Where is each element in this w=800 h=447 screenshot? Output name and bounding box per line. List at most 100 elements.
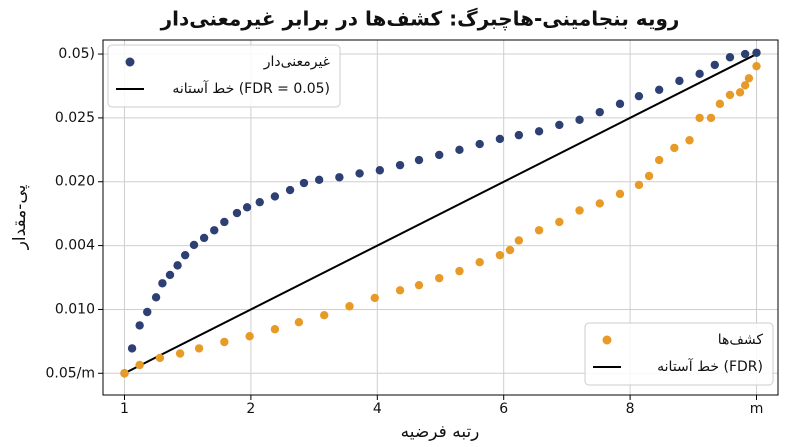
data-point [505,245,515,255]
data-point [232,208,242,218]
x-tick-label: 6 [499,401,508,417]
data-point [670,143,679,153]
data-point [151,293,161,302]
data-point [685,136,694,145]
data-point [395,160,405,170]
data-point [165,270,175,280]
y-tick-label: 0.004 [55,238,95,254]
data-point [514,130,524,140]
data-point [740,49,750,59]
plot-frame [102,39,779,396]
data-point [725,90,735,100]
data-point [158,279,167,288]
data-point [595,107,604,117]
data-point [245,332,254,341]
data-point [173,261,182,270]
data-point [189,240,199,250]
data-point [414,280,424,290]
legend-marker [125,57,135,67]
data-point [120,369,129,378]
data-point [534,226,544,235]
data-point [375,166,385,175]
data-point [740,81,750,90]
data-point [175,349,185,358]
data-point [299,178,309,188]
data-point [555,217,564,227]
data-point [270,192,280,201]
data-point [534,127,544,136]
chart-title: رویه بنجامینی-هاچبرگ: کشف‌ها در برابر غی… [160,7,680,32]
data-point [514,236,524,245]
legend-label: خط آستانه (FDR) [657,358,763,375]
data-point [475,139,484,149]
legend-box [584,322,774,386]
data-point [355,169,364,178]
data-point [575,115,584,125]
data-point [135,360,144,370]
data-point [155,353,165,363]
data-point [634,91,644,101]
data-point [370,293,379,303]
y-tick-label: 0.05) [58,46,95,62]
data-point [675,76,684,86]
data-point [475,257,484,267]
legend-label: خط آستانه (FDR = 0.05) [172,80,330,97]
data-point [752,61,761,71]
data-point [127,344,137,353]
data-point [285,185,295,195]
data-point [695,113,704,123]
data-point [715,99,725,109]
data-point [345,302,354,311]
data-point [135,321,144,330]
data-point [220,337,229,347]
data-point [180,250,190,260]
data-point [615,189,625,199]
data-point [194,344,204,353]
data-point [752,48,761,57]
data-point [744,74,754,83]
threshold-line [124,53,757,375]
y-tick-label: 0.05/m [45,365,95,381]
y-tick-label: 0.025 [55,110,95,126]
data-point [270,325,280,334]
data-point [294,318,304,327]
data-point [414,155,424,165]
x-axis-label: رتبه فرضیه [401,422,480,442]
data-point [455,145,464,155]
legend-label: کشف‌ها [718,332,764,348]
data-point [220,217,229,227]
x-tick-label: m [750,401,764,417]
x-tick-label: 1 [120,401,129,417]
data-point [654,85,664,95]
data-point [199,233,209,243]
y-tick-label: 0.010 [55,301,95,317]
data-point [210,226,219,235]
data-point [634,180,644,190]
data-point [242,203,252,212]
data-point [455,266,464,276]
data-point [725,53,735,62]
data-point [555,120,564,130]
x-tick-label: 4 [373,401,382,417]
data-point [435,273,444,283]
data-point [395,286,405,295]
data-point [735,88,745,97]
data-point [654,155,664,165]
legend-label: غیرمعنی‌دار [263,54,330,70]
y-tick-label: 0.020 [55,174,95,190]
data-point [143,307,152,317]
x-tick-label: 2 [246,401,255,417]
data-point [706,113,716,123]
data-point [575,206,584,215]
data-point [495,250,505,260]
data-point [495,134,505,144]
data-point [320,310,329,320]
legend-box [107,44,341,108]
data-point [695,69,704,79]
data-point [615,99,625,109]
data-point [255,197,264,207]
legend-marker [602,335,612,345]
data-point [335,173,344,182]
data-point [595,199,604,208]
